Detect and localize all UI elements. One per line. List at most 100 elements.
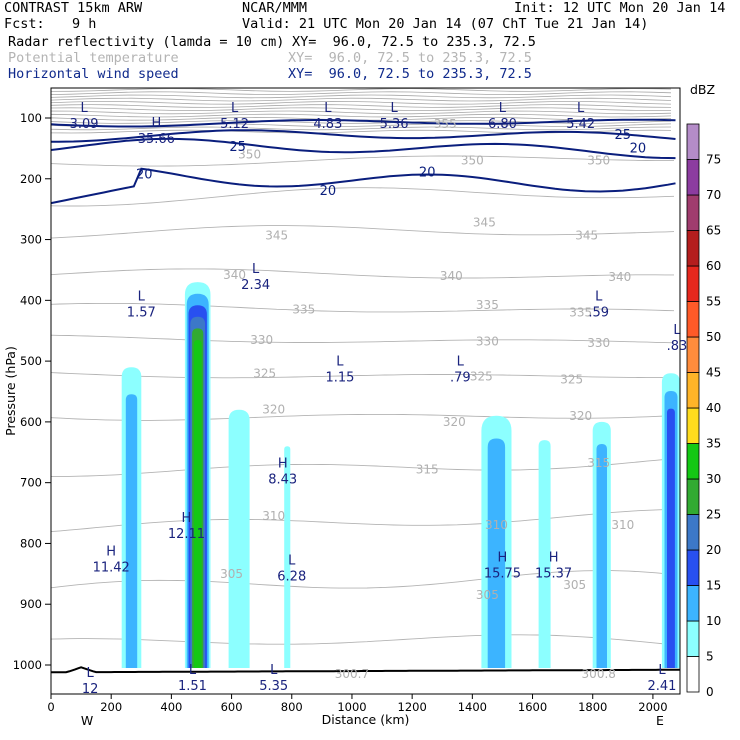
- colorbar-swatch: [686, 159, 700, 196]
- theta-label: 300.7: [335, 667, 369, 681]
- colorbar-swatch: [686, 478, 700, 515]
- theta-line: [50, 113, 672, 118]
- colorbar-swatch: [686, 514, 700, 551]
- reflectivity-cells: [121, 282, 680, 668]
- theta-line: [50, 91, 672, 96]
- theta-line: [50, 104, 672, 108]
- extremum-value: 3.09: [70, 117, 99, 132]
- wind-contour: [50, 167, 676, 205]
- reflectivity-level-5: [538, 440, 551, 668]
- theta-label: 315: [587, 456, 610, 470]
- theta-label: 350: [587, 154, 610, 168]
- theta-label: 330: [250, 333, 273, 347]
- reflectivity-level-15: [667, 408, 675, 668]
- extremum-low-marker: L: [252, 262, 260, 277]
- extremum-value: 5.36: [380, 117, 409, 132]
- x-tick-label: 0: [47, 700, 54, 714]
- theta-label: 335: [476, 298, 499, 312]
- y-tick-label: 900: [20, 597, 42, 611]
- extremum-value: 1.15: [325, 370, 354, 385]
- reflectivity-level-5: [661, 373, 680, 668]
- terrain-line: [51, 666, 680, 674]
- colorbar-tick-label: 55: [706, 295, 721, 309]
- extremum-value: 12: [82, 682, 99, 697]
- extremum-high-marker: H: [151, 116, 161, 131]
- colorbar-swatch: [686, 443, 700, 480]
- y-tick-label: 200: [20, 172, 42, 186]
- reflectivity-level-10: [487, 438, 506, 668]
- field-reflectivity: Radar reflectivity (lamda = 10 cm): [8, 34, 285, 50]
- theta-label: 345: [265, 228, 288, 242]
- extremum-value: 12.11: [168, 527, 205, 542]
- theta-label: 320: [443, 415, 466, 429]
- extremum-value: 35.66: [138, 132, 175, 147]
- reflectivity-level-30: [193, 340, 202, 668]
- wind-label: 20: [320, 184, 337, 199]
- extremum-high-marker: H: [498, 551, 508, 566]
- west-end-label: W: [81, 713, 93, 728]
- extremum-value: 15.37: [535, 567, 572, 582]
- reflectivity-level-5: [592, 421, 611, 668]
- theta-label: 315: [416, 462, 439, 476]
- theta-isentrope: [50, 268, 674, 279]
- reflectivity-level-10: [596, 444, 607, 668]
- colorbar-unit: dBZ: [690, 82, 715, 97]
- theta-label: 305: [220, 567, 243, 581]
- extremum-low-marker: L: [457, 354, 465, 369]
- extremum-value: 11.42: [93, 561, 130, 576]
- extremum-low-marker: L: [324, 101, 332, 116]
- extremum-low-marker: L: [80, 101, 88, 116]
- theta-lines: [50, 155, 675, 646]
- extremum-value: .79: [450, 370, 471, 385]
- extremum-low-marker: L: [499, 101, 507, 116]
- extremum-low-marker: L: [288, 554, 296, 569]
- colorbar-tick-label: 5: [706, 650, 714, 664]
- extremum-value: 1.51: [178, 679, 207, 694]
- theta-line: [50, 129, 672, 134]
- colorbar-swatch: [686, 336, 700, 373]
- extremum-low-marker: L: [189, 663, 197, 678]
- x-tick-label: 1400: [458, 700, 487, 714]
- colorbar-tick-label: 30: [706, 472, 721, 486]
- extremum-high-marker: H: [278, 456, 288, 471]
- extremum-high-marker: H: [182, 511, 192, 526]
- theta-label: 300.8: [582, 667, 616, 681]
- reflectivity-level-10: [186, 293, 209, 668]
- y-tick-label: 600: [20, 415, 42, 429]
- theta-isentrope: [50, 413, 675, 421]
- east-end-label: E: [656, 713, 664, 728]
- x-tick-label: 400: [160, 700, 182, 714]
- wind-contour: [51, 129, 676, 143]
- y-tick-label: 500: [20, 354, 42, 368]
- extremum-value: 4.83: [313, 117, 342, 132]
- x-tick-label: 2000: [638, 700, 667, 714]
- reflectivity-level-10: [664, 391, 678, 668]
- theta-isentrope: [50, 570, 675, 589]
- theta-label: 305: [563, 578, 586, 592]
- extremum-value: 2.41: [647, 679, 676, 694]
- colorbar-tick-label: 25: [706, 508, 721, 522]
- x-tick-label: 800: [281, 700, 303, 714]
- extremum-value: .83: [667, 339, 688, 354]
- colorbar-swatch: [686, 656, 700, 693]
- colorbar-tick-label: 70: [706, 188, 721, 202]
- colorbar-tick-label: 20: [706, 543, 721, 557]
- extremum-value: 2.34: [241, 278, 270, 293]
- colorbar-swatch: [686, 230, 700, 267]
- reflectivity-level-5: [481, 415, 512, 668]
- x-tick-label: 1000: [337, 700, 366, 714]
- field-theta: Potential temperature: [8, 50, 179, 66]
- x-tick-label: 1200: [398, 700, 427, 714]
- wind-label: 25: [229, 140, 246, 155]
- extremum-low-marker: L: [658, 663, 666, 678]
- y-tick-label: 1000: [13, 658, 42, 672]
- y-tick-label: 400: [20, 293, 42, 307]
- theta-label: 330: [476, 335, 499, 349]
- colorbar-swatch: [686, 585, 700, 622]
- theta-label: 350: [238, 147, 261, 161]
- colorbar-tick-label: 60: [706, 259, 721, 273]
- theta-isentrope: [50, 302, 675, 313]
- theta-label: 335: [292, 302, 315, 316]
- theta-line: [50, 116, 672, 121]
